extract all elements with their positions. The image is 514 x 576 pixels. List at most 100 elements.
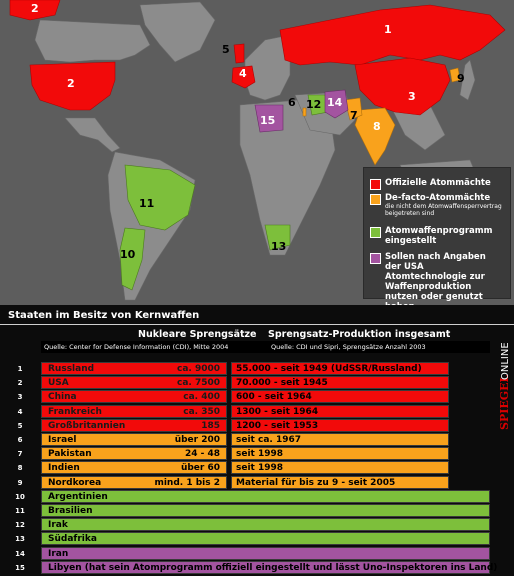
country-name: China bbox=[48, 392, 77, 403]
row-number: 11 bbox=[15, 507, 25, 515]
row-number: 2 bbox=[17, 379, 23, 388]
legend-item-official: Offizielle Atommächte bbox=[370, 178, 491, 190]
row-number: 3 bbox=[17, 393, 23, 402]
warhead-bar: Brasilien bbox=[41, 504, 490, 517]
col-head-warheads: Nukleare Sprengsätze bbox=[138, 329, 257, 340]
production-cell: seit 1998 bbox=[231, 461, 449, 475]
country-name: Pakistan bbox=[48, 449, 92, 460]
map-label-1: 1 bbox=[384, 23, 392, 36]
online-wordmark: ONLINE bbox=[500, 342, 511, 380]
row-number: 1 bbox=[17, 365, 23, 373]
map-legend: Offizielle Atommächte De-facto-Atommächt… bbox=[363, 167, 511, 305]
table-row: 15 Libyen (hat sein Atomprogramm offiziel… bbox=[0, 560, 500, 575]
map-label-6: 6 bbox=[288, 96, 296, 109]
iran-shape bbox=[324, 89, 349, 119]
uk-shape bbox=[233, 43, 245, 64]
warhead-bar: Pakistan 24 - 48 bbox=[41, 447, 227, 461]
row-number: 9 bbox=[17, 478, 23, 487]
table-row: 11 Brasilien bbox=[0, 504, 500, 518]
production-cell: seit 1998 bbox=[231, 447, 449, 461]
country-name: Irak bbox=[48, 520, 68, 531]
country-name: Iran bbox=[48, 548, 69, 559]
source-right: Quelle: CDI und Sipri, Sprengsätze Anzah… bbox=[268, 341, 490, 353]
legend-sublabel: die nicht dem Atomwaffensperrvertrag bei… bbox=[385, 203, 502, 217]
table-row: 7 Pakistan 24 - 48 seit 1998 bbox=[0, 447, 500, 461]
map-label-2-alaska: 2 bbox=[31, 2, 39, 15]
table-row: 2 USA ca. 7500 70.000 - seit 1945 bbox=[0, 376, 500, 390]
purple-countries bbox=[254, 89, 349, 133]
table-row: 13 Südafrika bbox=[0, 532, 500, 546]
map-label-9: 9 bbox=[457, 72, 465, 85]
title-rule bbox=[0, 324, 514, 325]
legend-swatch-orange bbox=[370, 194, 381, 205]
usa-shape bbox=[29, 61, 116, 111]
map-label-11: 11 bbox=[139, 197, 154, 210]
pakistan-shape bbox=[344, 97, 363, 121]
map-label-15: 15 bbox=[260, 114, 275, 127]
southafrica-shape bbox=[264, 224, 291, 251]
china-shape bbox=[354, 57, 451, 116]
legend-label: De-facto-Atommächte bbox=[385, 193, 491, 203]
legend-label: Offizielle Atommächte bbox=[385, 178, 491, 188]
production-cell: 600 - seit 1964 bbox=[231, 390, 449, 404]
country-name: Großbritannien bbox=[48, 420, 126, 431]
row-number: 13 bbox=[15, 535, 25, 544]
map-label-14: 14 bbox=[327, 96, 343, 109]
warhead-count: 24 - 48 bbox=[184, 449, 220, 460]
warhead-count: mind. 1 bis 2 bbox=[154, 477, 220, 488]
warhead-bar: Irak bbox=[41, 518, 490, 532]
legend-swatch-green bbox=[370, 227, 381, 238]
production-cell: seit ca. 1967 bbox=[231, 433, 449, 446]
warhead-bar: Russland ca. 9000 bbox=[41, 362, 227, 375]
map-label-3: 3 bbox=[408, 90, 416, 103]
russia-shape bbox=[279, 4, 506, 66]
warhead-count: ca. 400 bbox=[183, 392, 220, 403]
row-number: 10 bbox=[15, 492, 25, 501]
red-countries bbox=[9, 0, 506, 116]
table-row: 14 Iran bbox=[0, 546, 500, 561]
warhead-bar: China ca. 400 bbox=[41, 390, 227, 404]
map-label-10: 10 bbox=[120, 248, 136, 261]
map-label-13: 13 bbox=[271, 240, 286, 253]
table-row: 3 China ca. 400 600 - seit 1964 bbox=[0, 390, 500, 404]
table-row: 9 Nordkorea mind. 1 bis 2 Material für bis … bbox=[0, 475, 500, 490]
map-label-8: 8 bbox=[373, 120, 381, 133]
israel-shape bbox=[302, 107, 307, 117]
warhead-count: ca. 7500 bbox=[176, 378, 220, 389]
country-name: Argentinien bbox=[48, 491, 108, 502]
production-cell: 55.000 - seit 1949 (UdSSR/Russland) bbox=[231, 362, 449, 375]
weapons-table-section: Staaten im Besitz von Kernwaffen Nuklear… bbox=[0, 305, 514, 576]
world-map: 1 2 2 3 4 5 6 7 8 9 10 11 12 13 14 15 Of… bbox=[0, 0, 514, 305]
country-name: Nordkorea bbox=[48, 477, 102, 488]
france-shape bbox=[231, 65, 256, 89]
table-row: 12 Irak bbox=[0, 518, 500, 532]
spiegel-online-logo: SPIEGEL ONLINE bbox=[496, 330, 512, 430]
row-number: 6 bbox=[17, 436, 23, 444]
india-shape bbox=[354, 107, 396, 166]
row-number: 7 bbox=[17, 450, 23, 459]
country-name: USA bbox=[48, 378, 69, 389]
map-label-4: 4 bbox=[239, 67, 247, 80]
row-number: 15 bbox=[15, 563, 25, 572]
warhead-bar: Israel über 200 bbox=[41, 433, 227, 446]
table-row: 5 Großbritannien 185 1200 - seit 1953 bbox=[0, 418, 500, 433]
warhead-bar: Argentinien bbox=[41, 489, 490, 503]
col-head-production: Sprengsatz-Produktion insgesamt bbox=[268, 329, 451, 340]
spiegel-wordmark: SPIEGEL bbox=[498, 374, 511, 430]
source-left: Quelle: Center for Defense Information (… bbox=[41, 341, 268, 353]
map-label-5: 5 bbox=[222, 43, 230, 56]
alaska-shape bbox=[9, 0, 61, 21]
warhead-bar: USA ca. 7500 bbox=[41, 376, 227, 390]
table-row: 6 Israel über 200 seit ca. 1967 bbox=[0, 433, 500, 447]
country-name: Frankreich bbox=[48, 406, 102, 417]
row-number: 4 bbox=[17, 407, 23, 416]
warhead-count: ca. 9000 bbox=[176, 364, 220, 374]
spiegel-logo-svg: SPIEGEL ONLINE bbox=[498, 342, 511, 430]
warhead-bar: Libyen (hat sein Atomprogramm offiziell … bbox=[41, 560, 497, 574]
warhead-bar: Frankreich ca. 350 bbox=[41, 404, 227, 418]
green-countries bbox=[119, 94, 329, 291]
country-name: Indien bbox=[48, 463, 80, 474]
row-number: 12 bbox=[15, 521, 25, 530]
section-title: Staaten im Besitz von Kernwaffen bbox=[8, 310, 200, 321]
country-name: Russland bbox=[48, 364, 95, 374]
